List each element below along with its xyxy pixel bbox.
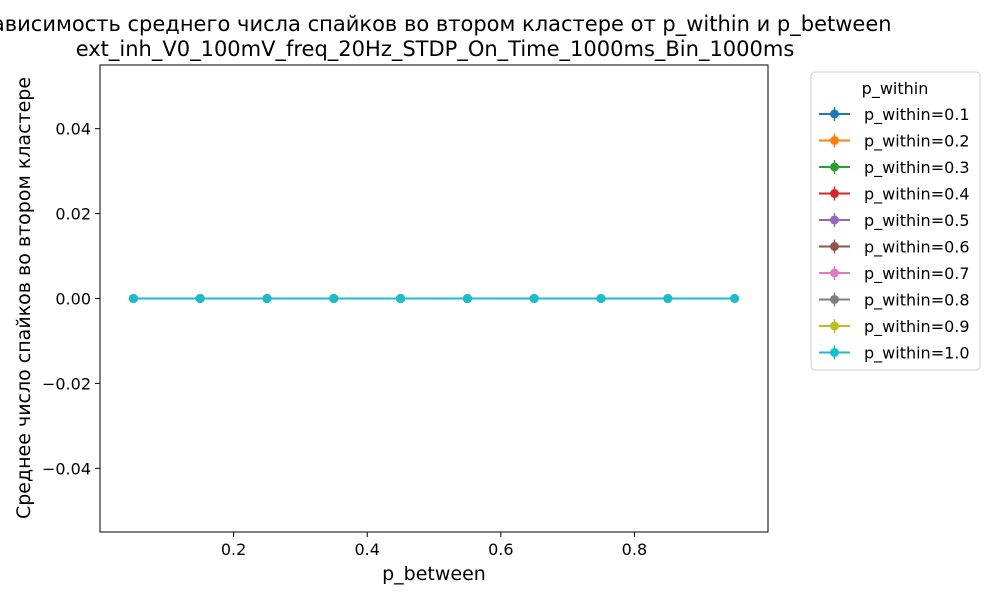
y-axis: −0.04 −0.02 0.00 0.02 0.04 bbox=[42, 120, 100, 478]
legend-label: p_within=0.4 bbox=[864, 185, 970, 205]
data-point bbox=[596, 294, 606, 303]
data-point bbox=[195, 294, 205, 303]
legend-marker bbox=[830, 109, 839, 119]
data-point bbox=[128, 294, 138, 303]
legend-label: p_within=0.3 bbox=[864, 158, 970, 178]
data-point bbox=[262, 294, 272, 303]
plot-frame bbox=[99, 64, 769, 533]
y-tick-label: 0.04 bbox=[55, 120, 91, 139]
x-axis-label: p_between bbox=[382, 563, 486, 585]
legend-item: p_within=0.4 bbox=[819, 185, 970, 205]
legend-label: p_within=0.2 bbox=[864, 132, 970, 152]
legend-marker bbox=[830, 295, 839, 304]
legend-label: p_within=0.7 bbox=[864, 264, 970, 284]
data-point bbox=[730, 294, 740, 303]
legend-marker bbox=[830, 215, 839, 225]
legend: p_within p_within=0.1 p_within=0.2 p_withi… bbox=[810, 71, 981, 371]
y-tick-label: −0.04 bbox=[42, 459, 91, 478]
y-tick-label: 0.02 bbox=[55, 205, 91, 224]
chart-title: Зависимость среднего числа спайков во вт… bbox=[0, 12, 892, 37]
legend-frame bbox=[810, 71, 981, 371]
legend-item: p_within=0.6 bbox=[819, 238, 970, 258]
legend-marker bbox=[830, 268, 839, 278]
data-point bbox=[529, 294, 539, 303]
series-layer bbox=[128, 294, 740, 303]
legend-item: p_within=0.2 bbox=[819, 132, 970, 152]
legend-item: p_within=0.3 bbox=[819, 158, 970, 178]
legend-item: p_within=0.1 bbox=[819, 105, 970, 125]
legend-item: p_within=0.8 bbox=[819, 291, 970, 311]
legend-label: p_within=0.5 bbox=[864, 211, 970, 231]
x-axis: 0.2 0.4 0.6 0.8 bbox=[221, 532, 647, 559]
legend-marker bbox=[830, 162, 839, 172]
legend-item: p_within=0.9 bbox=[819, 317, 970, 337]
legend-label: p_within=0.9 bbox=[864, 317, 970, 337]
data-point bbox=[329, 294, 339, 303]
legend-label: p_within=0.1 bbox=[864, 105, 970, 125]
data-point bbox=[396, 294, 406, 303]
data-point bbox=[462, 294, 472, 303]
legend-marker bbox=[830, 321, 839, 331]
series-group bbox=[128, 294, 740, 303]
y-tick-label: −0.02 bbox=[42, 374, 91, 393]
legend-item: p_within=0.7 bbox=[819, 264, 970, 284]
legend-item: p_within=0.5 bbox=[819, 211, 970, 231]
y-tick-label: 0.00 bbox=[55, 290, 91, 309]
x-tick-label: 0.8 bbox=[622, 540, 647, 559]
legend-marker bbox=[830, 136, 839, 145]
x-tick-label: 0.2 bbox=[221, 540, 246, 559]
y-axis-label: Среднее число спайков во втором кластере bbox=[13, 77, 35, 519]
legend-label: p_within=1.0 bbox=[864, 344, 970, 364]
x-tick-label: 0.6 bbox=[488, 540, 513, 559]
legend-title: p_within bbox=[862, 79, 929, 99]
legend-marker bbox=[830, 242, 839, 251]
legend-label: p_within=0.6 bbox=[864, 238, 970, 258]
data-point bbox=[663, 294, 673, 303]
legend-item: p_within=1.0 bbox=[819, 344, 970, 364]
legend-marker bbox=[830, 348, 839, 357]
chart-subtitle: ext_inh_V0_100mV_freq_20Hz_STDP_On_Time_… bbox=[76, 37, 795, 62]
legend-marker bbox=[830, 189, 839, 198]
legend-label: p_within=0.8 bbox=[864, 291, 970, 311]
x-tick-label: 0.4 bbox=[354, 540, 379, 559]
